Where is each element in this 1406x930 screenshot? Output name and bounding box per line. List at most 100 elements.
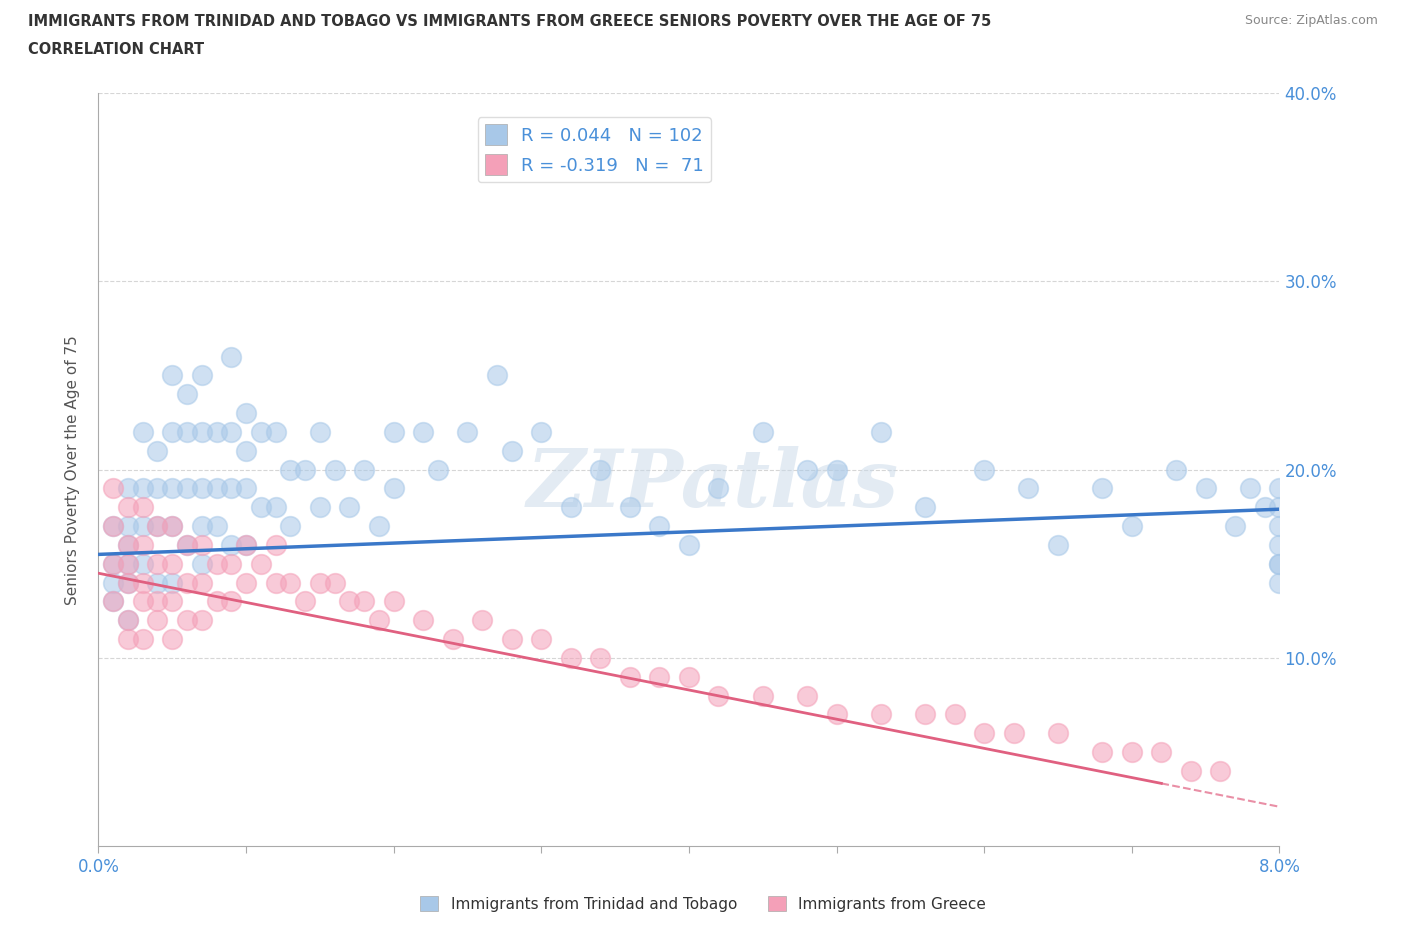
Point — [1268, 538, 1291, 552]
Point — [117, 538, 139, 552]
Point — [146, 519, 169, 534]
Point — [117, 575, 139, 591]
Point — [117, 538, 139, 552]
Point — [1046, 726, 1070, 741]
Point — [103, 481, 125, 496]
Point — [1268, 556, 1291, 571]
Point — [264, 538, 287, 552]
Point — [250, 500, 273, 515]
Point — [117, 556, 139, 571]
Point — [752, 424, 775, 440]
Point — [825, 707, 848, 722]
Point — [117, 575, 139, 591]
Point — [280, 575, 302, 591]
Point — [191, 519, 214, 534]
Point — [678, 670, 700, 684]
Point — [117, 481, 139, 496]
Point — [132, 519, 155, 534]
Point — [176, 387, 198, 402]
Point — [264, 424, 287, 440]
Point — [132, 631, 155, 646]
Point — [162, 556, 183, 571]
Text: CORRELATION CHART: CORRELATION CHART — [28, 42, 204, 57]
Point — [191, 481, 214, 496]
Point — [1121, 745, 1143, 760]
Point — [678, 538, 700, 552]
Point — [162, 594, 183, 609]
Point — [235, 538, 257, 552]
Point — [1166, 462, 1188, 477]
Point — [323, 462, 346, 477]
Point — [221, 594, 243, 609]
Point — [117, 556, 139, 571]
Point — [294, 462, 316, 477]
Point — [368, 519, 391, 534]
Point — [501, 631, 523, 646]
Point — [560, 651, 582, 666]
Point — [117, 500, 139, 515]
Point — [162, 368, 183, 383]
Point — [1150, 745, 1173, 760]
Point — [353, 594, 375, 609]
Point — [221, 538, 243, 552]
Point — [323, 575, 346, 591]
Point — [103, 519, 125, 534]
Point — [264, 500, 287, 515]
Point — [162, 424, 183, 440]
Point — [191, 424, 214, 440]
Point — [1091, 481, 1114, 496]
Point — [914, 500, 936, 515]
Point — [132, 500, 155, 515]
Point — [146, 613, 169, 628]
Point — [132, 594, 155, 609]
Point — [1091, 745, 1114, 760]
Point — [162, 519, 183, 534]
Point — [796, 462, 818, 477]
Point — [191, 368, 214, 383]
Point — [353, 462, 375, 477]
Point — [412, 613, 434, 628]
Point — [368, 613, 391, 628]
Point — [162, 631, 183, 646]
Point — [176, 575, 198, 591]
Point — [619, 670, 641, 684]
Point — [914, 707, 936, 722]
Point — [132, 481, 155, 496]
Point — [205, 424, 228, 440]
Point — [103, 556, 125, 571]
Point — [973, 462, 995, 477]
Point — [235, 481, 257, 496]
Point — [1046, 538, 1070, 552]
Point — [205, 519, 228, 534]
Point — [870, 707, 893, 722]
Point — [146, 519, 169, 534]
Point — [648, 670, 671, 684]
Point — [1121, 519, 1143, 534]
Legend: R = 0.044   N = 102, R = -0.319   N =  71: R = 0.044 N = 102, R = -0.319 N = 71 — [478, 117, 711, 182]
Point — [339, 500, 361, 515]
Point — [235, 575, 257, 591]
Point — [1268, 519, 1291, 534]
Point — [1195, 481, 1218, 496]
Point — [752, 688, 775, 703]
Point — [191, 575, 214, 591]
Point — [339, 594, 361, 609]
Text: Source: ZipAtlas.com: Source: ZipAtlas.com — [1244, 14, 1378, 27]
Point — [146, 575, 169, 591]
Point — [132, 556, 155, 571]
Point — [1254, 500, 1277, 515]
Point — [309, 500, 332, 515]
Point — [132, 575, 155, 591]
Point — [250, 556, 273, 571]
Point — [221, 481, 243, 496]
Point — [530, 631, 553, 646]
Point — [264, 575, 287, 591]
Point — [280, 519, 302, 534]
Point — [221, 556, 243, 571]
Point — [589, 651, 612, 666]
Point — [486, 368, 509, 383]
Point — [235, 405, 257, 420]
Point — [162, 519, 183, 534]
Point — [427, 462, 450, 477]
Y-axis label: Seniors Poverty Over the Age of 75: Seniors Poverty Over the Age of 75 — [65, 335, 80, 604]
